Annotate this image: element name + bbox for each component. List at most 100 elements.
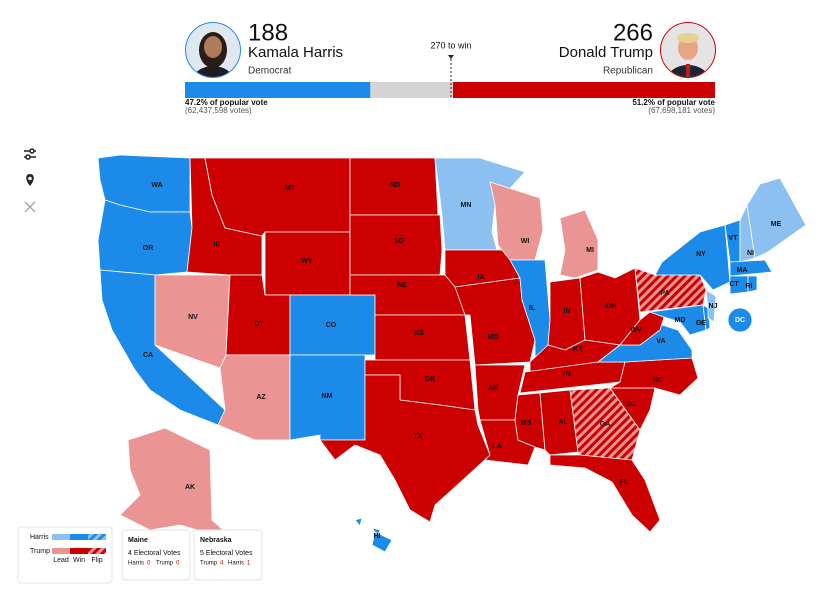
state-label: AK: [185, 484, 195, 491]
split-candidate: Harris: [228, 561, 244, 567]
state-label: NC: [653, 377, 663, 384]
trump-name: Donald Trump: [559, 44, 653, 61]
state-label: NM: [322, 393, 333, 400]
zoom-button[interactable]: [24, 201, 36, 213]
state-label: ME: [771, 221, 782, 228]
split-state-name: Nebraska: [200, 537, 232, 544]
state: [727, 307, 753, 333]
state: [747, 275, 758, 293]
us-map: WA OR CA NV ID MT WY UT CO AZ NM ND SD NE KS OK TX MN IA MO…: [97, 154, 807, 553]
state-label: KY: [573, 346, 583, 353]
state-label: FL: [620, 479, 629, 486]
location-button[interactable]: [26, 174, 34, 186]
state-label: AL: [558, 419, 568, 426]
state-label: KS: [414, 330, 424, 337]
trump-bar: [452, 82, 715, 98]
legend-row-label: Trump: [30, 548, 50, 555]
state-label: WA: [151, 182, 162, 189]
state-label: NE: [397, 282, 407, 289]
legend-swatch: [88, 548, 106, 554]
state: [489, 181, 544, 261]
harris-party: Democrat: [248, 66, 292, 77]
split-state-votes: 5 Electoral Votes: [200, 550, 253, 557]
state: [119, 427, 241, 546]
state: [349, 214, 443, 276]
state-label: SD: [394, 238, 404, 245]
state: [654, 224, 731, 291]
state-label: HI: [374, 533, 381, 540]
split-state-card: [193, 529, 263, 581]
split-candidate-votes: 0: [147, 561, 151, 567]
split-state-name: Maine: [128, 537, 148, 544]
state-label: RI: [746, 283, 753, 290]
state: [354, 517, 363, 527]
electoral-bar: 270 to win: [185, 40, 715, 98]
split-candidate-votes: 1: [247, 561, 251, 567]
state-label: MI: [586, 247, 594, 254]
split-candidate: Trump: [200, 561, 218, 567]
state: [217, 354, 291, 441]
state-label: CO: [326, 322, 337, 329]
state-label: NJ: [709, 303, 718, 310]
state-label: MA: [737, 267, 748, 274]
legend-swatch: [70, 534, 88, 540]
state: [729, 259, 773, 277]
state: [374, 314, 471, 361]
legend-column-label: Flip: [91, 557, 102, 564]
state-label: WV: [630, 327, 642, 334]
state-label: ID: [214, 241, 221, 248]
filter-button[interactable]: [24, 148, 36, 160]
state-label: VT: [729, 235, 739, 242]
state-label: MD: [675, 317, 686, 324]
split-state-card: [121, 529, 191, 581]
threshold-label: 270 to win: [430, 40, 471, 50]
state-label: CT: [729, 281, 739, 288]
state-label: TN: [561, 371, 570, 378]
harris-votes: (62,437,598 votes): [185, 106, 252, 115]
state-label: CA: [143, 352, 153, 359]
state-label: NV: [188, 314, 198, 321]
legend-swatch: [88, 534, 106, 540]
state-label: WY: [301, 258, 313, 265]
state: [539, 389, 579, 456]
state-label: IN: [564, 308, 571, 315]
state-label: ND: [390, 182, 400, 189]
legend-column-label: Lead: [53, 557, 69, 564]
harris-bar: [185, 82, 371, 98]
trump-photo: [660, 22, 716, 78]
state-label: GA: [600, 421, 611, 428]
harris-name: Kamala Harris: [248, 44, 343, 61]
state-label: SC: [626, 401, 636, 408]
state-label: UT: [254, 321, 264, 328]
state-label: MO: [487, 334, 499, 341]
state-label: OK: [425, 376, 436, 383]
state-label: AZ: [256, 394, 266, 401]
state: [371, 531, 393, 553]
legend-swatch: [52, 548, 70, 554]
harris-electoral-votes: 188: [248, 19, 288, 46]
state-label: IL: [529, 305, 536, 312]
state-label: OR: [143, 245, 154, 252]
state: [746, 177, 807, 259]
split-candidate-votes: 0: [176, 561, 180, 567]
legend-swatch: [52, 534, 70, 540]
legend-column-label: Win: [73, 557, 85, 564]
state-label: PA: [660, 290, 669, 297]
state: [434, 157, 526, 251]
state: [204, 157, 351, 237]
state-label: IA: [478, 274, 485, 281]
state: [319, 374, 491, 523]
split-candidate: Trump: [156, 561, 174, 567]
state-label: DC: [735, 317, 745, 324]
state-label: VA: [656, 338, 665, 345]
state: [559, 209, 599, 279]
state: [705, 289, 717, 323]
state: [549, 454, 661, 533]
split-candidate-votes: 4: [220, 561, 224, 567]
state-label: AR: [488, 385, 498, 392]
state-label: TX: [414, 433, 423, 440]
